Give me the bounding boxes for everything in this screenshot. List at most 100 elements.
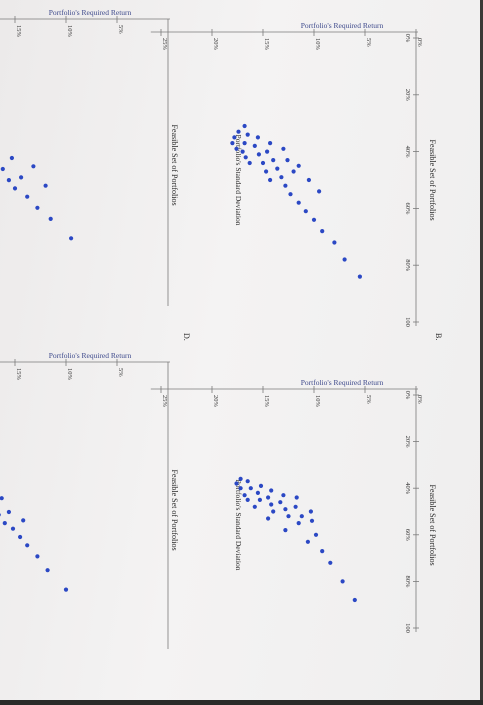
y-axis-label: Portfolio's Required Return [49, 8, 132, 17]
x-tick-label: 100 [404, 317, 411, 327]
x-tick-label: 60% [404, 529, 411, 542]
data-point [245, 497, 250, 502]
data-point [242, 141, 247, 146]
x-tick-label: 40% [404, 482, 411, 495]
x-tick-label: 20% [404, 436, 411, 449]
y-tick-label: 5% [365, 395, 372, 404]
data-point [309, 518, 315, 523]
data-point [260, 160, 266, 166]
data-point [288, 192, 293, 197]
data-point [265, 149, 270, 154]
table-edge [480, 0, 483, 700]
data-point [328, 560, 333, 565]
data-point [0, 166, 5, 172]
data-point [268, 177, 273, 183]
y-tick-label: 10% [66, 25, 73, 38]
data-point [317, 189, 322, 194]
data-point [268, 141, 273, 146]
data-point [245, 479, 250, 484]
data-point [294, 495, 299, 500]
data-point [291, 169, 296, 174]
data-point [357, 274, 362, 279]
y-tick-label: 20% [212, 38, 219, 51]
y-tick-label: 10% [66, 368, 73, 381]
data-point [278, 500, 283, 505]
data-point [63, 587, 69, 592]
data-point [269, 502, 274, 507]
y-axis-label: Portfolio's Required Return [301, 21, 384, 30]
data-point [230, 141, 235, 146]
data-point [283, 507, 288, 512]
data-point [266, 516, 271, 521]
data-point [238, 476, 243, 481]
data-point [285, 158, 290, 163]
x-tick-label: 0% [404, 391, 411, 400]
x-tick-label: 0% [404, 34, 411, 43]
data-point [283, 528, 288, 533]
y-axis-label: Portfolio's Required Return [301, 378, 384, 387]
data-point [255, 490, 260, 495]
data-point [352, 597, 357, 603]
chart-top-left: Feasible Set of Portfolios Portfolio's Re… [0, 0, 179, 306]
chart-title: Feasible Set of Portfolios [428, 484, 437, 565]
option-letter-d: D. [182, 333, 191, 341]
data-point [242, 493, 247, 498]
x-axis-label: Portfolio's Standard Deviation [0, 0, 46, 2]
data-point [10, 526, 16, 531]
data-point [21, 518, 26, 523]
data-point [45, 568, 50, 573]
y-tick-label: 15% [263, 395, 270, 408]
x-axis-label: Portfolio's Standard Deviation [234, 135, 243, 226]
data-point [340, 579, 345, 584]
data-point [43, 183, 48, 188]
y-axis-label: Portfolio's Required Return [49, 351, 132, 360]
data-point [236, 129, 241, 134]
data-point [271, 509, 276, 514]
data-point [9, 155, 14, 161]
x-tick-label: 80% [404, 575, 411, 588]
data-point [247, 160, 252, 166]
data-point [320, 549, 325, 554]
chart-top-right: Feasible Set of Portfolios Portfolio's Re… [150, 21, 437, 327]
data-point [313, 532, 319, 537]
data-point [245, 132, 250, 137]
y-tick-label: 5% [117, 368, 124, 377]
data-point [257, 497, 262, 502]
data-point [306, 177, 311, 183]
data-point [269, 488, 274, 493]
data-point [2, 521, 7, 526]
y-tick-label: 10% [314, 38, 321, 51]
data-point [31, 164, 36, 169]
data-point [12, 186, 18, 191]
data-point [25, 194, 30, 199]
data-point [286, 514, 291, 519]
data-point [303, 209, 308, 214]
data-point [19, 175, 24, 180]
data-point [271, 158, 276, 163]
y-tick-label: 5% [365, 38, 372, 47]
data-point [275, 166, 280, 171]
data-point [279, 175, 284, 180]
y-tick-label: 0% [416, 395, 423, 404]
data-point [69, 236, 74, 241]
data-point [6, 178, 11, 183]
x-tick-label: 60% [404, 202, 411, 215]
data-point [242, 123, 247, 129]
data-point [342, 257, 347, 262]
data-point [264, 169, 269, 174]
x-tick-label: 80% [404, 259, 411, 272]
data-point [311, 217, 317, 222]
y-tick-label: 15% [15, 368, 22, 381]
y-tick-label: 10% [314, 395, 321, 408]
data-point [258, 483, 264, 488]
x-tick-label: 40% [404, 146, 411, 159]
data-point [252, 504, 257, 509]
y-tick-label: 15% [15, 25, 22, 38]
data-point [234, 481, 239, 486]
data-point [332, 240, 337, 245]
data-point [281, 493, 286, 498]
data-point [283, 183, 288, 188]
data-point [18, 534, 23, 540]
